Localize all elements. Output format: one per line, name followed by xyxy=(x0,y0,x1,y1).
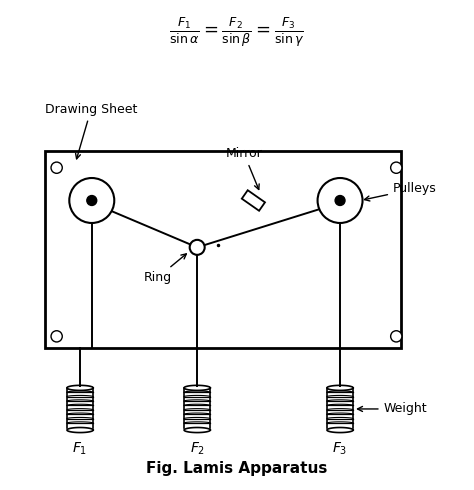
Polygon shape xyxy=(242,190,265,211)
Text: Fig. Lamis Apparatus: Fig. Lamis Apparatus xyxy=(146,462,328,476)
Circle shape xyxy=(335,196,345,205)
Text: $F_3$: $F_3$ xyxy=(332,441,348,457)
Text: $\frac{F_1}{\sin\alpha} = \frac{F_2}{\sin\beta} = \frac{F_3}{\sin\gamma}$: $\frac{F_1}{\sin\alpha} = \frac{F_2}{\si… xyxy=(169,15,305,49)
Text: Mirror: Mirror xyxy=(226,147,263,190)
Circle shape xyxy=(190,240,205,255)
Circle shape xyxy=(69,178,114,223)
Circle shape xyxy=(51,331,62,342)
Circle shape xyxy=(87,196,97,205)
Bar xyxy=(45,151,401,348)
Text: Pulleys: Pulleys xyxy=(365,182,437,201)
Circle shape xyxy=(51,162,62,173)
Text: Ring: Ring xyxy=(143,254,186,284)
Circle shape xyxy=(391,162,402,173)
Text: $F_1$: $F_1$ xyxy=(73,441,88,457)
Circle shape xyxy=(391,331,402,342)
Text: Weight: Weight xyxy=(357,402,427,416)
Circle shape xyxy=(318,178,363,223)
Text: Drawing Sheet: Drawing Sheet xyxy=(45,102,137,159)
Text: $F_2$: $F_2$ xyxy=(190,441,205,457)
